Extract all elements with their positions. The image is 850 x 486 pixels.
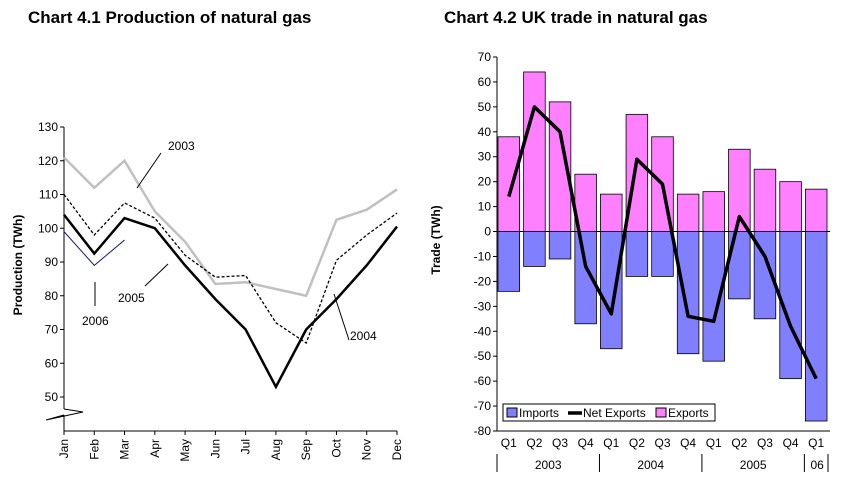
y-tick-label: -60 [474, 374, 492, 388]
imports-bar [548, 231, 572, 260]
imports-bar [625, 231, 649, 277]
x-tick-label-nov: Nov [360, 439, 374, 460]
x-tick-label: Q3 [654, 436, 670, 450]
x-tick-label-mar: Mar [118, 439, 132, 460]
exports-bar [497, 136, 521, 232]
y-tick-label: -30 [474, 299, 492, 313]
y-tick-label: 120 [38, 154, 58, 168]
axis-break-icon [45, 408, 84, 421]
y-tick-label: 50 [45, 390, 59, 404]
x-tick-label-jul: Jul [239, 439, 253, 454]
annotation-leader-2005 [144, 263, 169, 287]
y-tick-label: 80 [45, 289, 59, 303]
x-tick-label: Q4 [680, 436, 696, 450]
annotation-label-2004: 2004 [350, 329, 377, 343]
y-tick-label: 10 [478, 200, 492, 214]
exports-bar [753, 168, 777, 232]
y-tick-label: 100 [38, 221, 58, 235]
imports-bar [523, 231, 546, 267]
imports-bar [497, 231, 521, 292]
x-tick-label-apr: Apr [148, 439, 162, 458]
y-tick-label: 50 [478, 100, 492, 114]
imports-bar [600, 231, 623, 350]
x-tick-label: Q2 [629, 436, 645, 450]
group-label: 2003 [535, 458, 562, 472]
y-tick-label: 70 [478, 50, 492, 64]
x-tick-label: Q2 [526, 436, 542, 450]
y-tick-label: 40 [478, 125, 492, 139]
x-tick-label: Q1 [706, 436, 722, 450]
y-tick-label: 130 [38, 120, 58, 134]
exports-bar [804, 188, 828, 232]
y-tick-label: 60 [45, 356, 59, 370]
x-tick-label: Q1 [501, 436, 517, 450]
series-line-2004 [63, 213, 398, 390]
x-tick-label-jun: Jun [208, 439, 222, 458]
x-tick-label-feb: Feb [87, 439, 101, 460]
annotation-leader-2004 [333, 293, 350, 341]
y-tick-label: -10 [474, 249, 492, 263]
x-tick-label-sep: Sep [299, 439, 313, 461]
annotation-leader-2003 [136, 152, 162, 189]
x-tick-label: Q4 [578, 436, 594, 450]
x-tick-label: Q3 [757, 436, 773, 450]
y-tick-label: 20 [478, 175, 492, 189]
y-tick-label: 70 [45, 323, 59, 337]
imports-bar [804, 231, 828, 422]
x-tick-label-jan: Jan [57, 439, 71, 458]
y-tick-label: -20 [474, 274, 492, 288]
exports-bar [702, 191, 725, 232]
series-line-2006 [63, 231, 125, 267]
group-label: 2004 [637, 458, 664, 472]
y-axis-label: Trade (TWh) [429, 205, 443, 274]
exports-bar [676, 193, 700, 232]
exports-bar [600, 193, 623, 232]
series-line-2003 [63, 156, 398, 298]
imports-bar [676, 231, 700, 355]
y-tick-label: -40 [474, 324, 492, 338]
annotation-label-2003: 2003 [168, 139, 195, 153]
y-tick-label: 60 [478, 75, 492, 89]
x-tick-label: Q3 [552, 436, 568, 450]
legend-label-net-exports: Net Exports [583, 406, 646, 420]
y-tick-label: 110 [39, 188, 58, 202]
exports-bar [779, 181, 802, 232]
series-line-2005 [63, 194, 398, 345]
imports-bar [651, 231, 674, 277]
y-tick-label: -70 [474, 399, 492, 413]
x-tick-label: Q1 [808, 436, 824, 450]
exports-bar [523, 71, 546, 232]
y-tick-label: -50 [474, 349, 492, 363]
x-tick-label: Q2 [731, 436, 747, 450]
x-tick-label-may: May [178, 439, 192, 462]
x-tick-label-aug: Aug [269, 439, 283, 460]
y-tick-label: 0 [484, 225, 491, 239]
group-label: 06 [811, 458, 825, 472]
x-tick-label: Q4 [783, 436, 799, 450]
legend-label-exports: Exports [668, 406, 709, 420]
annotation-label-2006: 2006 [82, 314, 109, 328]
group-label: 2005 [740, 458, 767, 472]
annotation-label-2005: 2005 [118, 291, 145, 305]
net-exports-line [507, 105, 818, 380]
production-chart: 50 60 70 80 90 100 110 120 130 Jan Feb Mar Apr May Jun… [11, 120, 404, 462]
x-tick-label-oct: Oct [329, 438, 343, 457]
legend-swatch-exports [655, 407, 667, 418]
chart-4-2-title: Chart 4.2 UK trade in natural gas [444, 8, 708, 27]
y-tick-label: -80 [474, 424, 492, 438]
y-tick-label: 30 [478, 150, 492, 164]
x-tick-label-dec: Dec [390, 439, 404, 460]
legend-label-imports: Imports [519, 406, 559, 420]
y-axis-label: Production (TWh) [11, 215, 25, 316]
chart-4-1-title: Chart 4.1 Production of natural gas [28, 8, 312, 27]
x-tick-label: Q1 [603, 436, 619, 450]
y-tick-label: 90 [45, 255, 59, 269]
legend-swatch-imports [506, 407, 518, 418]
